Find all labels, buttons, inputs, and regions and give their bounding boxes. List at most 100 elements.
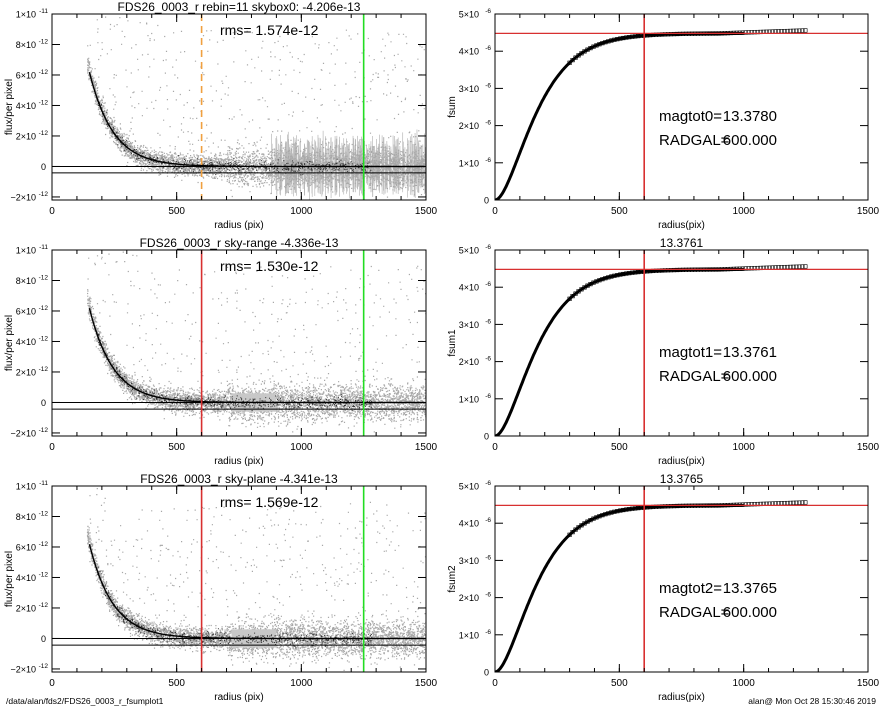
y-tick-label: 6×10 — [16, 306, 36, 316]
fsum-marker — [752, 30, 757, 35]
y-tick-label: 2×10 — [459, 121, 479, 131]
annotation-value: 600.000 — [723, 604, 777, 621]
annotation-label: RADGAL= — [659, 368, 730, 385]
fsum-marker — [794, 28, 799, 33]
x-tick-label: 1500 — [415, 442, 438, 453]
y-tick-exponent: -6 — [485, 480, 491, 487]
fsum-marker — [660, 504, 665, 509]
y-tick-label: 1×10 — [16, 10, 36, 20]
fsum-marker — [603, 40, 608, 45]
y-tick-label: 0 — [41, 162, 46, 172]
fsum-marker — [662, 32, 668, 37]
y-tick-label: 2×10 — [459, 357, 479, 367]
y-tick-label: 8×10 — [16, 512, 36, 522]
fsum-marker — [639, 33, 644, 38]
fsum-marker — [600, 41, 605, 46]
y-tick-exponent: -6 — [485, 45, 491, 52]
data-points — [87, 251, 426, 433]
fsum-marker — [591, 516, 596, 521]
fsum-marker — [627, 271, 632, 276]
y-axis-label: fsum2 — [447, 565, 458, 593]
y-tick-label: 4×10 — [459, 47, 479, 57]
chart-title: 13.3765 — [660, 472, 704, 486]
y-tick-exponent: -12 — [39, 335, 49, 342]
y-tick-exponent: -11 — [39, 8, 48, 15]
annotation-label: magtot0= — [659, 108, 722, 125]
y-tick-exponent: -6 — [485, 517, 491, 524]
chart-title: FDS26_0003_r rebin=11 skybox0: -4.206e-1… — [118, 0, 361, 14]
x-tick-label: 500 — [611, 678, 628, 689]
fsum-marker — [606, 511, 611, 516]
fsum-marker — [662, 268, 668, 273]
y-tick-label: 6×10 — [16, 70, 36, 80]
y-axis-label: fsum — [447, 96, 458, 118]
fsum-marker — [671, 503, 677, 509]
fsum-marker — [627, 35, 632, 40]
fsum-marker — [612, 273, 617, 278]
fsum-marker — [621, 507, 626, 513]
x-tick-label: 500 — [168, 678, 185, 689]
x-tick-label: 1500 — [857, 206, 880, 217]
fsum-marker — [803, 28, 808, 33]
fsum-marker — [603, 276, 608, 281]
fsum-marker — [597, 42, 602, 47]
chart-title: FDS26_0003_r sky-plane -4.341e-13 — [140, 472, 338, 486]
y-tick-exponent: -12 — [39, 305, 49, 312]
y-tick-label: 3×10 — [459, 556, 479, 566]
panel-right1: 0 500 1000 1500 0 1×10 -6 2×10 -6 3×10 -6 4×10 -6 5×1… — [447, 8, 880, 231]
fsum-marker — [674, 267, 680, 273]
y-tick-label: 0 — [484, 668, 489, 678]
fsum-marker — [791, 264, 796, 269]
x-tick-label: 500 — [611, 206, 628, 217]
y-tick-label: 0 — [41, 634, 46, 644]
fsum-marker — [800, 500, 805, 505]
fsum-marker — [618, 508, 623, 513]
y-tick-label: 1×10 — [16, 482, 36, 492]
fsum-marker — [615, 37, 620, 42]
y-tick-exponent: -6 — [485, 592, 491, 599]
rms-annotation: rms= 1.569e-12 — [220, 494, 319, 510]
y-tick-exponent: -12 — [39, 663, 49, 670]
fsum-marker — [567, 60, 572, 65]
y-tick-label: 5×10 — [459, 10, 479, 20]
fsum-marker — [630, 34, 635, 39]
x-tick-label: 0 — [492, 442, 498, 453]
fsum-marker — [636, 269, 641, 275]
y-tick-label: 1×10 — [459, 630, 479, 640]
y-tick-exponent: -6 — [485, 393, 491, 400]
fsum-marker — [797, 264, 802, 269]
y-tick-label: −2×10 — [10, 428, 36, 438]
fsum-marker — [609, 274, 614, 279]
fsum-marker — [749, 502, 754, 507]
fsum-marker — [803, 500, 808, 505]
fsum-marker — [570, 293, 575, 299]
panel-right3: 0 500 1000 1500 0 1×10 -6 2×10 -6 3×10 -6 4×10 -6 5×1… — [447, 472, 880, 703]
annotation-value: 600.000 — [723, 368, 777, 385]
y-tick-label: 4×10 — [16, 337, 36, 347]
fsum-marker — [737, 266, 742, 271]
y-tick-exponent: -6 — [485, 82, 491, 89]
fsum-marker — [791, 500, 796, 505]
plot-frame — [494, 13, 869, 201]
y-tick-exponent: -6 — [485, 629, 491, 636]
fsum-marker — [633, 506, 638, 511]
fsum-marker — [588, 282, 593, 287]
x-axis-label: radius (pix) — [214, 456, 263, 467]
fsum-marker — [800, 28, 805, 33]
y-tick-label: 1×10 — [459, 158, 479, 168]
fsum-marker — [668, 32, 674, 37]
fsum-marker — [573, 291, 578, 296]
data-layer — [495, 250, 868, 436]
fsum-marker — [674, 31, 680, 37]
fsum-marker — [603, 512, 608, 517]
fsum-marker — [594, 43, 599, 48]
y-axis-label: fsum1 — [447, 329, 458, 357]
fsum-marker — [794, 264, 799, 269]
y-tick-exponent: -6 — [485, 244, 491, 251]
y-tick-exponent: -12 — [39, 38, 49, 45]
x-axis-label: radius (pix) — [214, 692, 263, 703]
fsum-marker — [746, 502, 751, 507]
x-tick-label: 1000 — [733, 678, 756, 689]
